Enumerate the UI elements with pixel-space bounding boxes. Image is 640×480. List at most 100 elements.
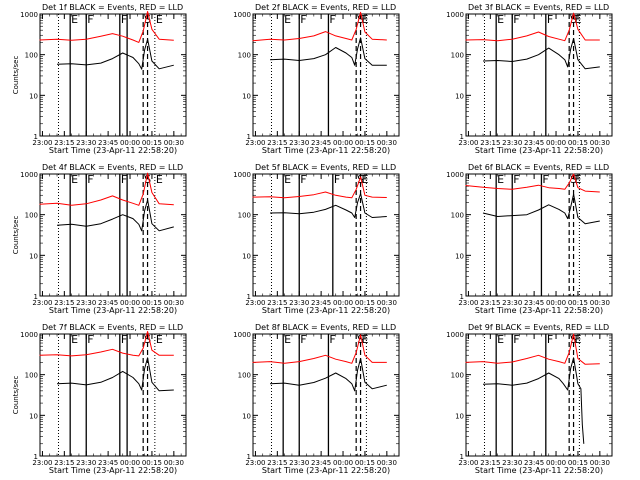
series-line-black [482, 193, 600, 225]
y-tick-label: 10 [455, 252, 464, 260]
marker-label: E [575, 173, 582, 186]
marker-label: E [156, 333, 163, 346]
x-tick-label: 00:00 [120, 459, 140, 467]
x-axis-label: Start Time (23-Apr-11 22:58:20) [49, 466, 177, 475]
marker-label: F [300, 13, 306, 26]
y-tick-label: 100 [238, 372, 251, 380]
y-tick-label: 1000 [233, 11, 251, 19]
series-line-red [252, 176, 387, 199]
marker-label: F [121, 173, 127, 186]
x-tick-label: 23:00 [32, 139, 52, 147]
marker-label: E [497, 333, 504, 346]
x-tick-label: 23:00 [458, 299, 478, 307]
y-tick-label: 1 [460, 133, 464, 141]
y-tick-label: 10 [242, 252, 251, 260]
series-line-red [465, 333, 600, 365]
y-tick-label: 10 [29, 412, 38, 420]
y-axis-label: Counts/sec [12, 216, 20, 255]
marker-label: F [87, 333, 93, 346]
x-tick-label: 00:30 [164, 459, 184, 467]
marker-label: E [284, 13, 291, 26]
y-tick-label: 1 [247, 293, 251, 301]
x-tick-label: 00:00 [333, 459, 353, 467]
marker-label: E [362, 13, 369, 26]
marker-label: F [300, 173, 306, 186]
panel-title: Det 9f BLACK = Events, RED = LLD [468, 323, 609, 332]
y-tick-label: 100 [238, 212, 251, 220]
y-tick-label: 1 [460, 453, 464, 461]
y-tick-label: 10 [29, 252, 38, 260]
y-tick-label: 10 [242, 92, 251, 100]
panel-5: Det 5f BLACK = Events, RED = LLD 1 10 100 10… [233, 163, 400, 315]
x-tick-label: 23:00 [458, 459, 478, 467]
marker-label: F [87, 13, 93, 26]
y-tick-label: 100 [451, 372, 464, 380]
panel-4: Det 4f BLACK = Events, RED = LLD 1 10 100 10… [12, 163, 187, 315]
x-tick-label: 23:45 [311, 459, 331, 467]
marker-label: F [547, 333, 553, 346]
x-axis-label: Start Time (23-Apr-11 22:58:20) [262, 466, 390, 475]
marker-label: E [284, 173, 291, 186]
plot-frame [465, 13, 613, 137]
marker-label: F [513, 13, 519, 26]
x-axis-label: Start Time (23-Apr-11 22:58:20) [475, 466, 603, 475]
x-tick-label: 23:45 [98, 139, 118, 147]
x-tick-label: 00:15 [142, 459, 162, 467]
marker-label: F [547, 13, 553, 26]
panel-3: Det 3f BLACK = Events, RED = LLD 1 10 100 10… [446, 3, 613, 155]
x-tick-label: 23:30 [289, 299, 309, 307]
series-line-black [56, 199, 174, 232]
series-line-red [465, 173, 600, 193]
panel-title: Det 3f BLACK = Events, RED = LLD [468, 3, 609, 12]
x-tick-label: 00:30 [377, 299, 397, 307]
marker-label: F [121, 13, 127, 26]
x-tick-label: 00:00 [120, 299, 140, 307]
series-line-black [56, 38, 174, 70]
x-tick-label: 23:45 [311, 299, 331, 307]
panel-title: Det 7f BLACK = Events, RED = LLD [42, 323, 183, 332]
x-tick-label: 23:30 [502, 139, 522, 147]
marker-label: E [575, 333, 582, 346]
marker-label: S [144, 13, 151, 26]
y-tick-label: 100 [451, 212, 464, 220]
panel-9: Det 9f BLACK = Events, RED = LLD 1 10 100 10… [446, 323, 613, 475]
x-tick-label: 00:00 [546, 139, 566, 147]
y-tick-label: 100 [25, 372, 38, 380]
plot-frame [465, 173, 613, 297]
marker-label: S [357, 13, 364, 26]
y-tick-label: 1000 [20, 331, 38, 339]
series-line-red [252, 11, 387, 42]
x-tick-label: 00:15 [355, 459, 375, 467]
y-tick-label: 1000 [446, 11, 464, 19]
marker-label: F [329, 13, 335, 26]
x-axis-label: Start Time (23-Apr-11 22:58:20) [262, 306, 390, 315]
series-line-black [56, 357, 174, 392]
x-tick-label: 00:30 [164, 299, 184, 307]
x-tick-label: 23:15 [480, 299, 500, 307]
marker-label: E [156, 13, 163, 26]
y-tick-label: 1 [34, 453, 38, 461]
panel-title: Det 1f BLACK = Events, RED = LLD [42, 3, 183, 12]
y-tick-label: 1000 [233, 331, 251, 339]
marker-label: S [144, 173, 151, 186]
x-tick-label: 00:00 [120, 139, 140, 147]
x-tick-label: 23:45 [311, 139, 331, 147]
x-tick-label: 00:30 [590, 139, 610, 147]
x-axis-label: Start Time (23-Apr-11 22:58:20) [262, 146, 390, 155]
y-tick-label: 100 [451, 52, 464, 60]
x-tick-label: 23:15 [54, 299, 74, 307]
x-axis-label: Start Time (23-Apr-11 22:58:20) [49, 306, 177, 315]
panel-title: Det 6f BLACK = Events, RED = LLD [468, 163, 609, 172]
y-tick-label: 1 [247, 453, 251, 461]
panel-title: Det 8f BLACK = Events, RED = LLD [255, 323, 396, 332]
series-line-red [39, 331, 174, 357]
y-axis-label: Counts/sec [12, 56, 20, 95]
marker-label: F [513, 173, 519, 186]
marker-label: E [156, 173, 163, 186]
x-tick-label: 23:00 [245, 299, 265, 307]
y-tick-label: 1 [460, 293, 464, 301]
x-tick-label: 00:30 [590, 299, 610, 307]
x-tick-label: 00:30 [377, 139, 397, 147]
x-tick-label: 23:00 [32, 299, 52, 307]
